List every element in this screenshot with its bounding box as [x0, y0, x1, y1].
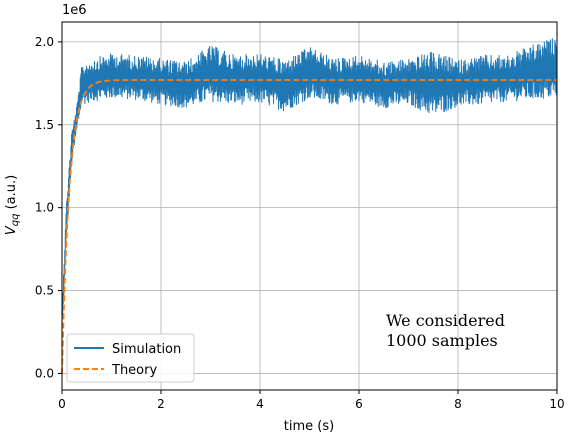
y-tick-label: 2.0 [35, 35, 54, 49]
y-axis-label-unit: (a.u.) [4, 175, 19, 214]
annotation-text: We considered 1000 samples [386, 311, 505, 350]
plot-frame [61, 21, 558, 391]
y-tick-label: 0.5 [35, 284, 54, 298]
x-tick-label: 8 [454, 397, 462, 411]
y-offset-label: 1e6 [62, 3, 87, 18]
legend-frame [66, 333, 195, 383]
legend-label-theory: Theory [111, 363, 157, 378]
x-tick-label: 0 [58, 397, 66, 411]
series-simulation-line [61, 38, 558, 331]
annotation-line-1: We considered [386, 311, 505, 330]
annotation-line-2: 1000 samples [386, 331, 498, 350]
x-tick-label: 10 [549, 397, 564, 411]
y-axis-label-main: V [4, 225, 19, 235]
legend: Simulation Theory [66, 333, 195, 383]
x-tick-label: 4 [256, 397, 264, 411]
x-tick-label: 2 [157, 397, 165, 411]
y-tick-label: 1.0 [35, 201, 54, 215]
x-tick-label: 6 [355, 397, 363, 411]
axis-layer: 0 2 4 6 8 10 0.0 0.5 1.0 1.5 2.0 [35, 21, 565, 411]
series-layer [61, 38, 558, 374]
y-tick-label: 0.0 [35, 366, 54, 380]
y-axis-label-sub: qq [10, 214, 21, 227]
legend-label-simulation: Simulation [112, 342, 181, 357]
y-axis-label: Vqq (a.u.) [4, 175, 21, 235]
series-theory-line [61, 79, 557, 374]
y-tick-label: 1.5 [35, 118, 54, 132]
x-axis-label: time (s) [284, 419, 334, 434]
